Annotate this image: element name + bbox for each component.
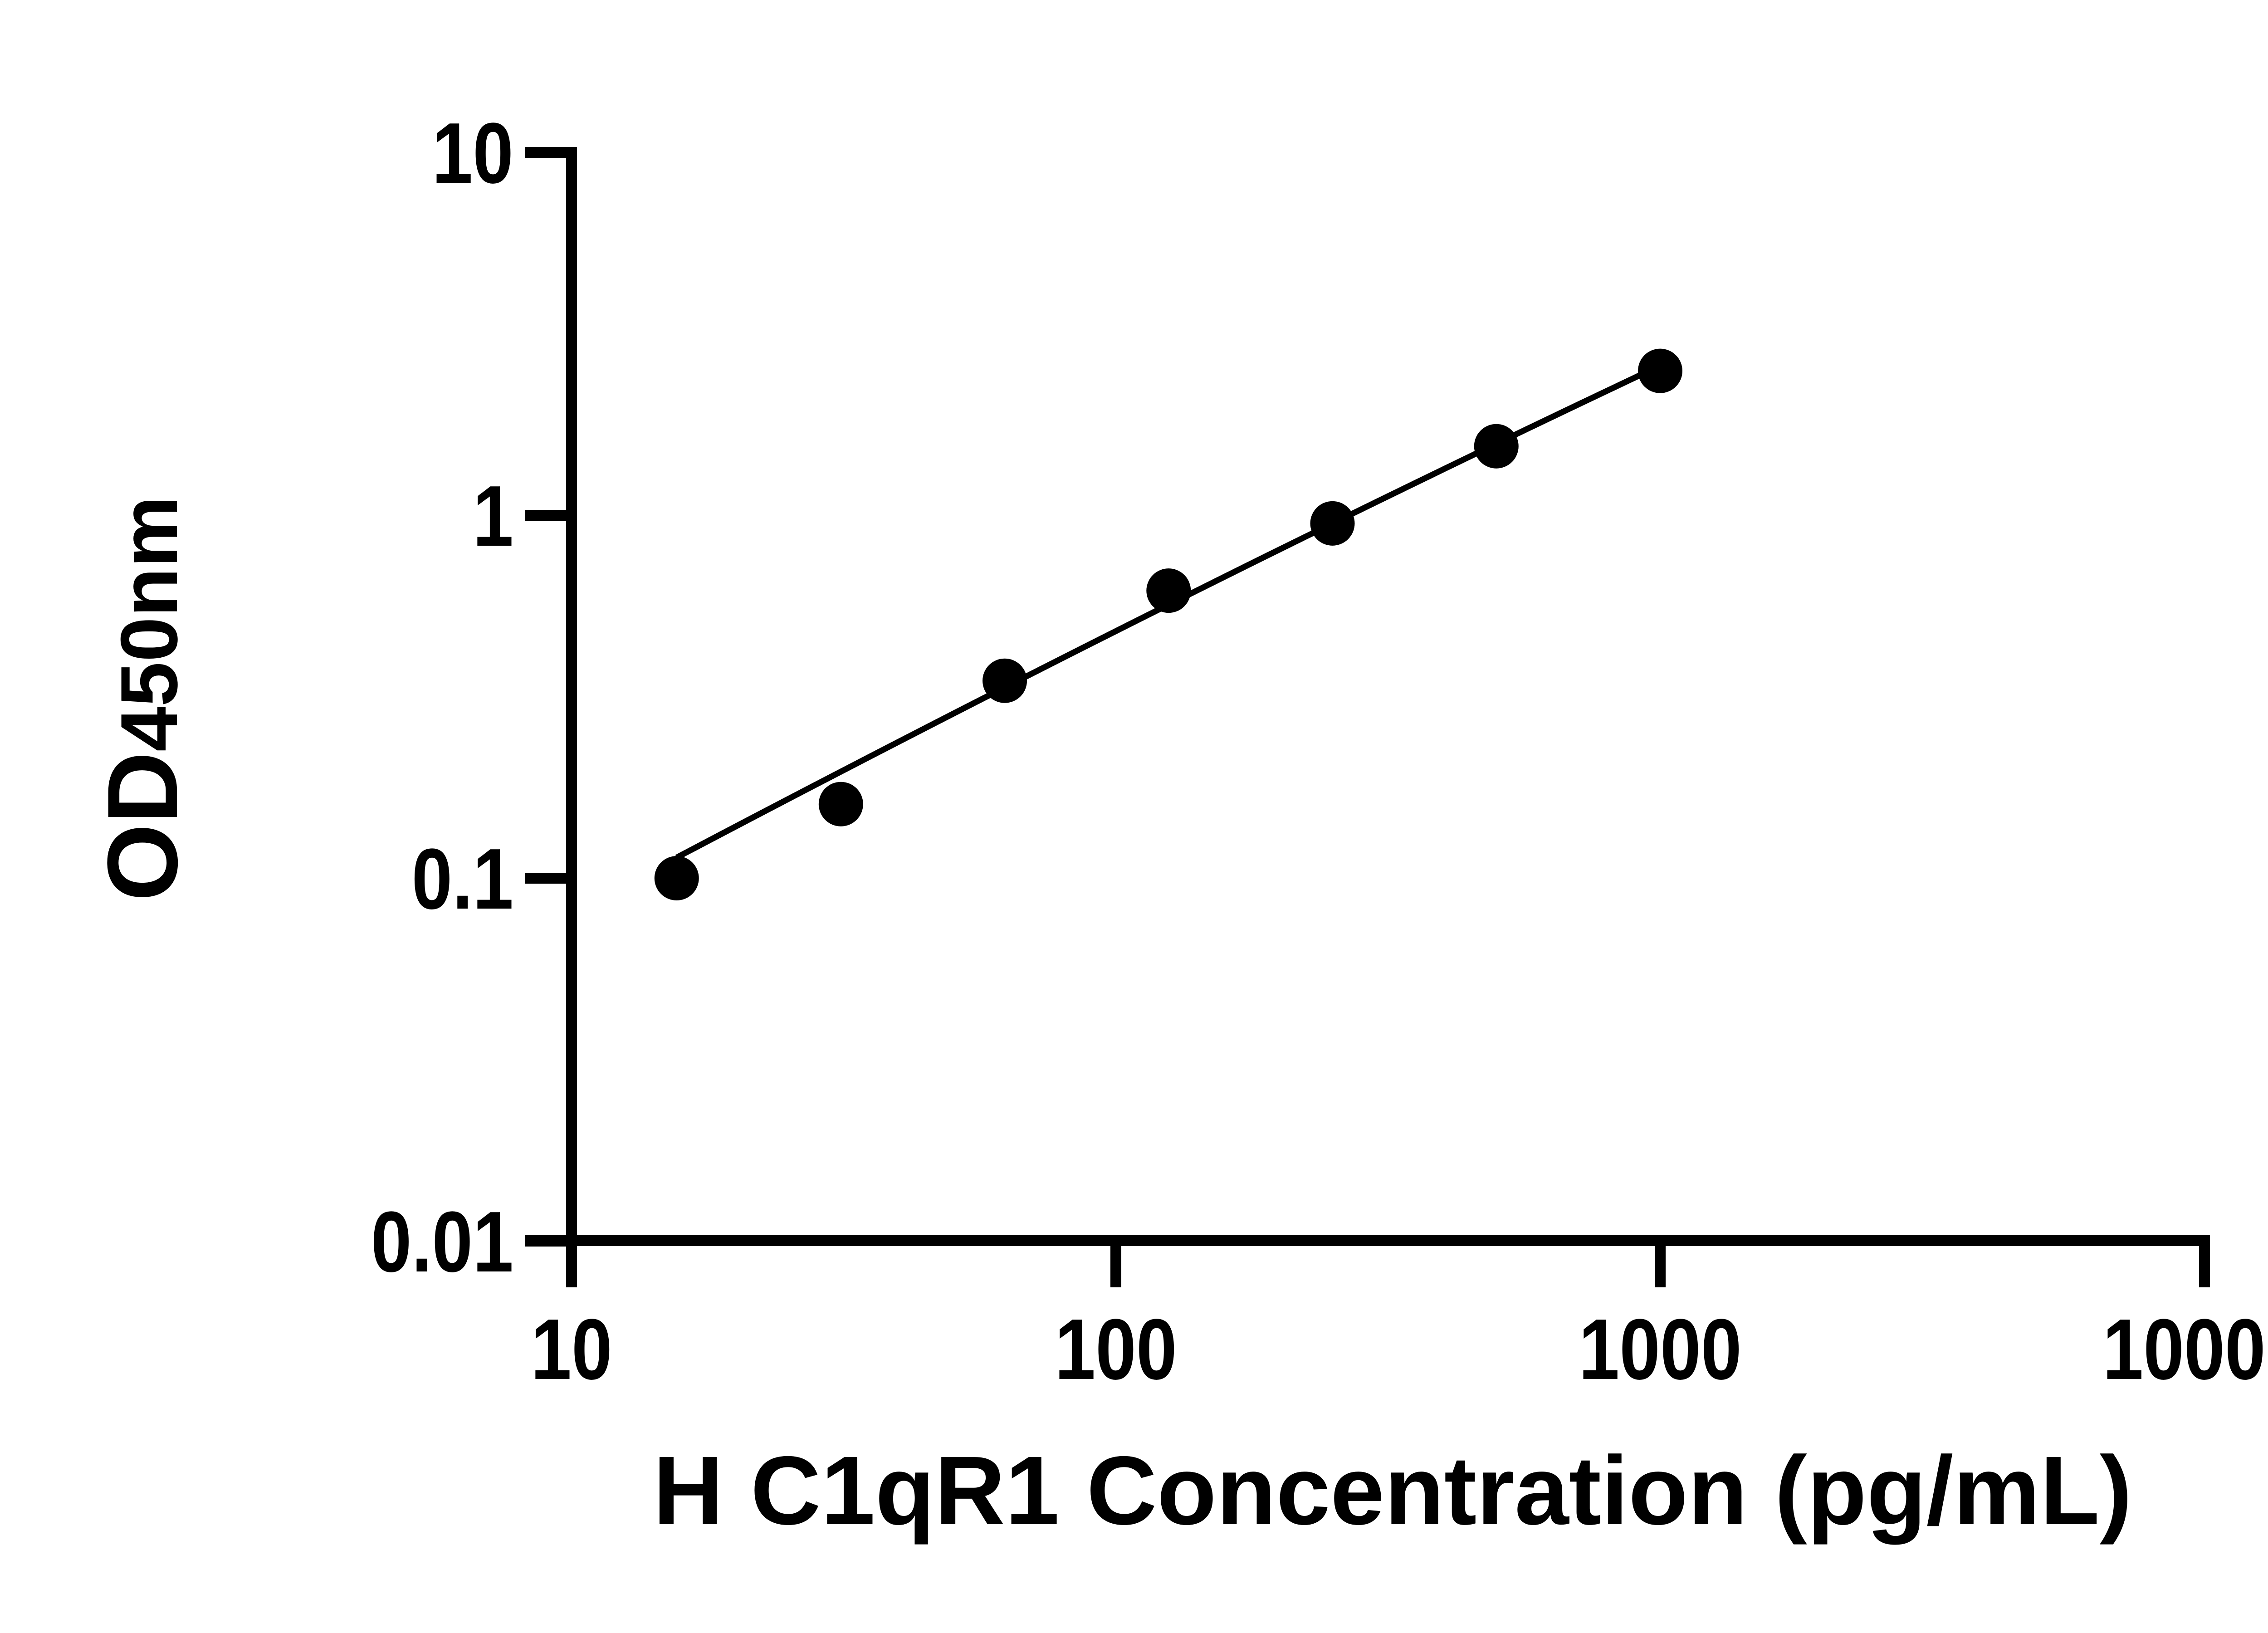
axes (525, 147, 2210, 1246)
data-point-marker (982, 658, 1027, 703)
data-points (654, 348, 1682, 900)
data-point-marker (1146, 568, 1191, 613)
x-axis-tick-labels: 10 100 1000 10000 (531, 1301, 2268, 1398)
y-axis-title: OD450nm (87, 496, 198, 901)
x-tick-label: 100 (1055, 1301, 1177, 1398)
data-point-marker (818, 782, 863, 826)
y-axis-title-subscript: 450nm (104, 496, 194, 752)
y-axis-ticks (525, 147, 572, 1247)
y-tick-label: 0.01 (371, 1194, 513, 1290)
x-axis-ticks (566, 1241, 2210, 1287)
y-axis-title-main: OD (87, 752, 198, 901)
data-point-marker (654, 856, 699, 900)
data-point-marker (1638, 348, 1682, 393)
y-tick-label: 1 (473, 468, 513, 564)
x-tick-label: 1000 (1579, 1301, 1741, 1398)
y-tick-label: 10 (432, 105, 513, 201)
data-point-marker (1310, 501, 1355, 546)
y-tick-label: 0.1 (412, 831, 513, 927)
y-axis-tick-labels: 10 1 0.1 0.01 (371, 105, 513, 1290)
x-tick-label: 10000 (2102, 1301, 2268, 1398)
data-point-marker (1474, 424, 1519, 469)
x-tick-label: 10 (531, 1301, 612, 1398)
x-axis-title: H C1qR1 Concentration (pg/mL) (653, 1436, 2132, 1545)
